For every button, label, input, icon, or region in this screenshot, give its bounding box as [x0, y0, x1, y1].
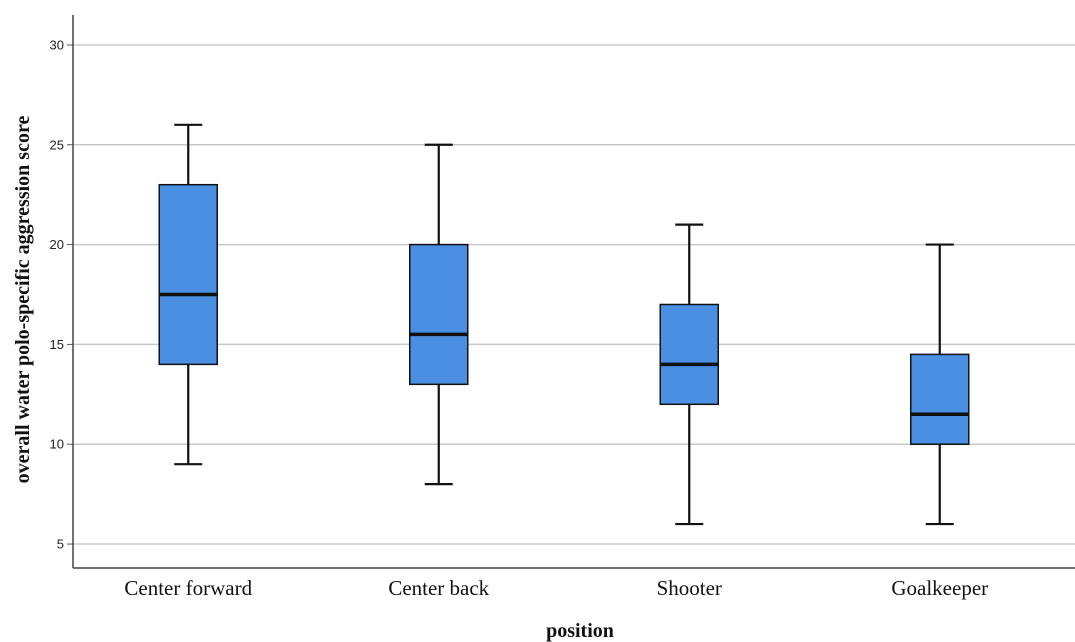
boxes-group: [158, 123, 970, 526]
y-tick-label-10: 10: [50, 437, 64, 452]
category-label-center-forward: Center forward: [124, 576, 252, 600]
y-tick-label-5: 5: [57, 537, 64, 552]
y-axis-ticks: 5 10 15 20 25 30: [50, 37, 73, 552]
category-label-shooter: Shooter: [657, 576, 722, 600]
box-center-forward: [158, 123, 218, 466]
iqr-box: [659, 303, 719, 406]
box-center-back: [409, 143, 469, 486]
iqr-box: [158, 183, 218, 366]
y-tick-label-20: 20: [50, 237, 64, 252]
y-tick-label-15: 15: [50, 337, 64, 352]
x-axis-title: position: [546, 620, 614, 642]
y-tick-label-30: 30: [50, 37, 64, 52]
y-axis-title: overall water polo-specific aggression s…: [12, 116, 34, 484]
y-tick-label-25: 25: [50, 137, 64, 152]
gridlines: [73, 44, 1075, 545]
category-label-goalkeeper: Goalkeeper: [891, 576, 988, 600]
iqr-box: [409, 243, 469, 386]
category-labels: Center forward Center back Shooter Goalkeep…: [124, 576, 988, 600]
box-goalkeeper: [910, 243, 970, 526]
box-shooter: [659, 223, 719, 526]
iqr-box: [910, 353, 970, 445]
category-label-center-back: Center back: [388, 576, 489, 600]
